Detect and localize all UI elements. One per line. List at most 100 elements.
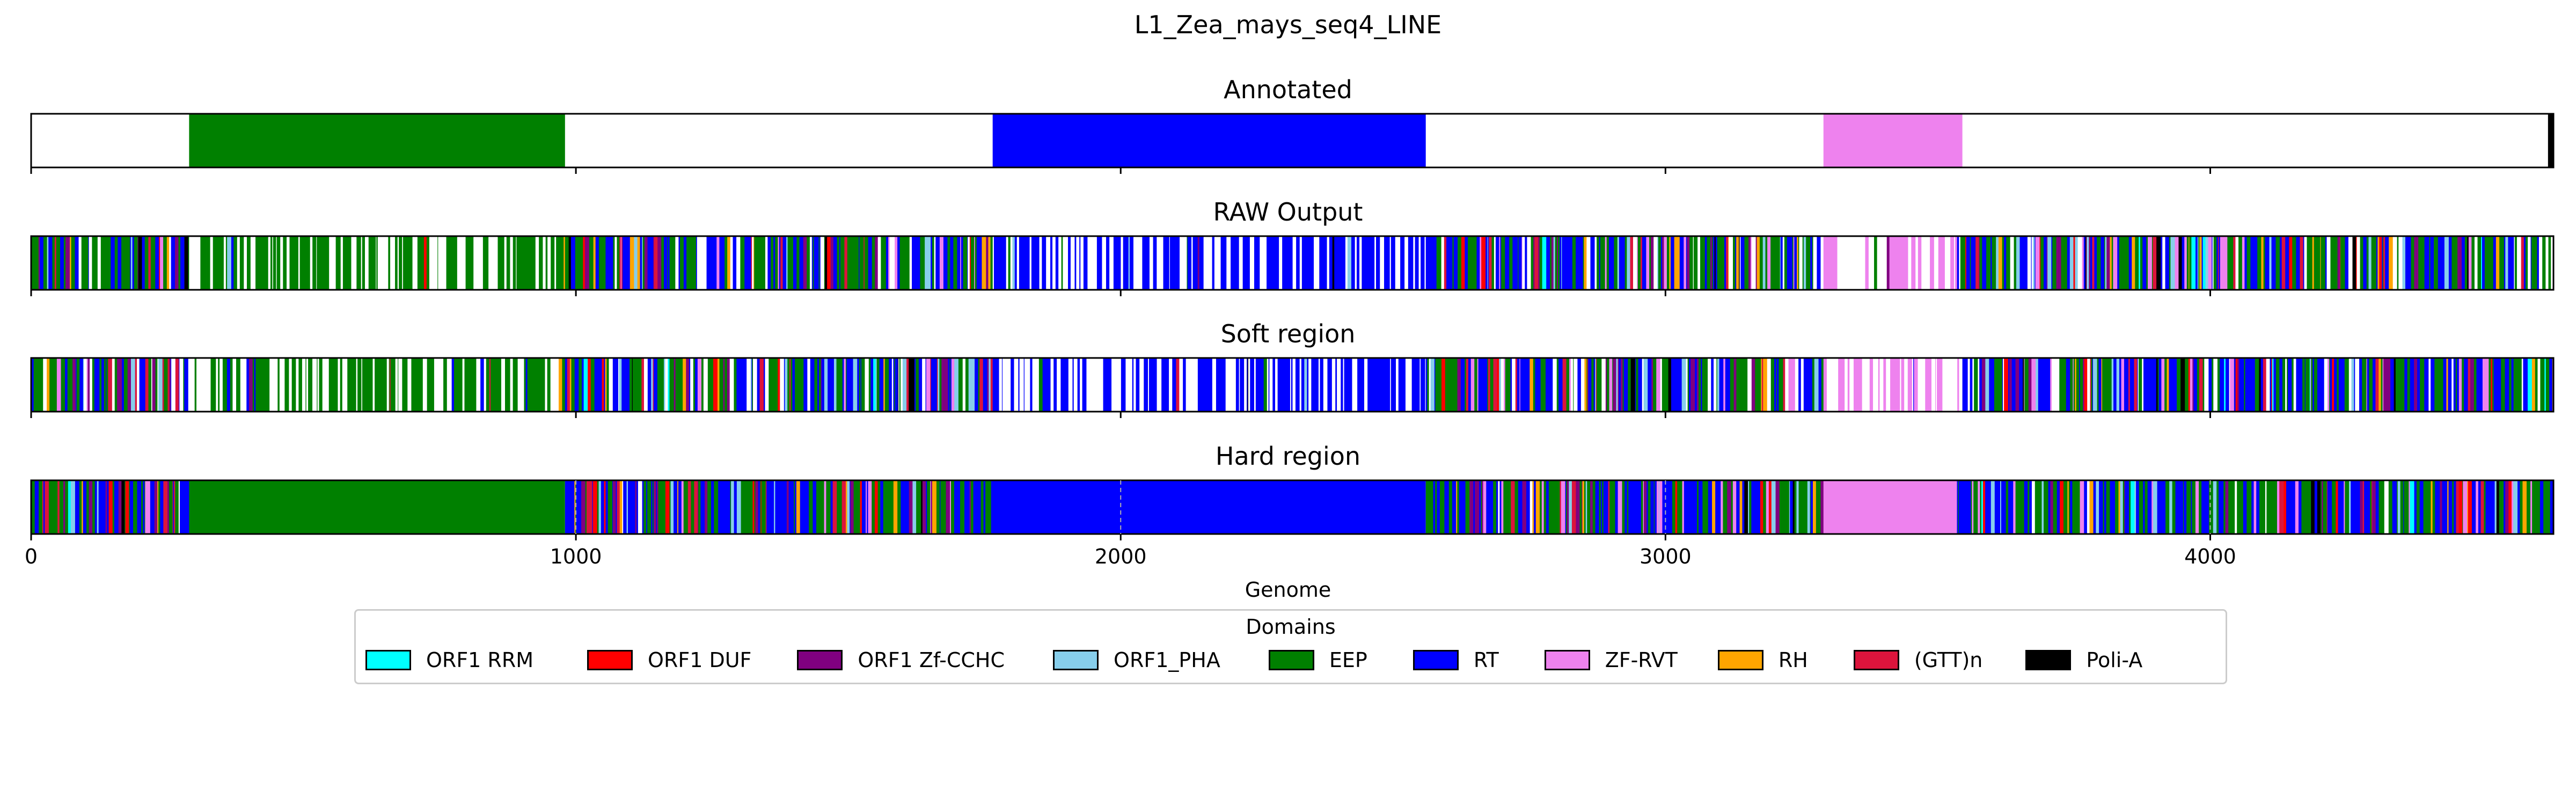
- prediction-bar: [92, 236, 94, 290]
- prediction-bar: [1886, 236, 1890, 290]
- prediction-bar: [1002, 358, 1006, 412]
- prediction-bar: [2075, 236, 2079, 290]
- prediction-bar: [794, 358, 797, 412]
- prediction-bar: [1889, 236, 1893, 290]
- prediction-bar: [1370, 236, 1374, 290]
- prediction-bar: [2057, 480, 2060, 534]
- prediction-bar: [895, 358, 897, 412]
- prediction-bar: [2016, 236, 2020, 290]
- prediction-bar: [943, 236, 948, 290]
- prediction-bar: [733, 236, 736, 290]
- prediction-bar: [2323, 236, 2326, 290]
- prediction-bar: [2082, 236, 2084, 290]
- prediction-bar: [494, 358, 497, 412]
- prediction-bar: [1586, 236, 1591, 290]
- prediction-bar: [215, 236, 217, 290]
- prediction-bar: [1830, 358, 1834, 412]
- prediction-bar: [1638, 480, 1642, 534]
- prediction-bar: [516, 236, 517, 290]
- prediction-bar: [171, 358, 176, 412]
- prediction-bar: [1717, 236, 1721, 290]
- prediction-bar: [206, 358, 210, 412]
- prediction-bar: [1689, 358, 1691, 412]
- prediction-bar: [1313, 358, 1316, 412]
- prediction-bar: [724, 358, 728, 412]
- prediction-bar: [1795, 358, 1799, 412]
- prediction-bar: [1121, 236, 1124, 290]
- prediction-bar: [2438, 236, 2442, 290]
- prediction-bar: [1439, 358, 1442, 412]
- prediction-bar: [1572, 236, 1576, 290]
- prediction-bar: [213, 236, 216, 290]
- prediction-bar: [651, 358, 653, 412]
- prediction-bar: [1687, 236, 1690, 290]
- prediction-bar: [1299, 358, 1302, 412]
- prediction-bar: [236, 358, 241, 412]
- prediction-bar: [2443, 358, 2447, 412]
- prediction-bar: [999, 236, 1002, 290]
- prediction-bar: [1582, 480, 1583, 534]
- legend-label: (GTT)n: [1914, 648, 1983, 672]
- prediction-bar: [1716, 480, 1719, 534]
- prediction-bar: [707, 358, 711, 412]
- prediction-bar: [1501, 480, 1504, 534]
- prediction-bar: [1989, 480, 1992, 534]
- prediction-bar: [1745, 236, 1748, 290]
- prediction-bar: [1096, 236, 1100, 290]
- prediction-bar: [1585, 480, 1587, 534]
- prediction-bar: [39, 480, 43, 534]
- prediction-bar: [2520, 480, 2523, 534]
- prediction-bar: [1191, 236, 1193, 290]
- prediction-bar: [1386, 236, 1391, 290]
- prediction-bar: [565, 358, 568, 412]
- prediction-bar: [2421, 358, 2425, 412]
- prediction-bar: [1063, 236, 1067, 290]
- prediction-bar: [1599, 480, 1601, 534]
- prediction-bar: [197, 358, 202, 412]
- prediction-bar: [2464, 236, 2468, 290]
- prediction-bar: [379, 358, 382, 412]
- prediction-bar: [801, 236, 804, 290]
- prediction-bar: [909, 236, 912, 290]
- prediction-bar: [993, 236, 997, 290]
- prediction-bar: [986, 358, 987, 412]
- prediction-bar: [1693, 236, 1698, 290]
- prediction-bar: [1680, 480, 1682, 534]
- prediction-bar: [155, 236, 157, 290]
- prediction-bar: [654, 480, 656, 534]
- prediction-bar: [2138, 358, 2139, 412]
- prediction-bar: [2409, 480, 2410, 534]
- prediction-bar: [2332, 358, 2334, 412]
- prediction-bar: [2134, 358, 2138, 412]
- prediction-bar: [1308, 358, 1312, 412]
- prediction-bar: [847, 236, 852, 290]
- prediction-bar: [2051, 236, 2053, 290]
- prediction-bar: [2368, 236, 2372, 290]
- prediction-bar: [417, 358, 420, 412]
- prediction-bar: [1810, 480, 1811, 534]
- prediction-bar: [1807, 480, 1811, 534]
- prediction-bar: [1774, 358, 1777, 412]
- prediction-bar: [1819, 480, 1821, 534]
- prediction-bar: [2090, 236, 2092, 290]
- prediction-bar: [813, 236, 814, 290]
- prediction-bar: [714, 480, 719, 534]
- prediction-bar: [2496, 480, 2500, 534]
- prediction-bar: [627, 236, 631, 290]
- prediction-bar: [547, 236, 551, 290]
- prediction-bar: [1810, 480, 1813, 534]
- prediction-bar: [567, 358, 570, 412]
- prediction-bar: [1962, 358, 1966, 412]
- prediction-bar: [1875, 358, 1879, 412]
- prediction-bar: [840, 358, 843, 412]
- prediction-bar: [2256, 480, 2260, 534]
- prediction-bar: [1242, 358, 1245, 412]
- prediction-bar: [2473, 358, 2477, 412]
- prediction-bar: [1801, 358, 1804, 412]
- prediction-bar: [375, 358, 378, 412]
- prediction-bar: [453, 236, 458, 290]
- prediction-bar: [891, 236, 895, 290]
- prediction-bar: [1437, 358, 1440, 412]
- prediction-bar: [1675, 358, 1679, 412]
- prediction-bar: [1292, 236, 1297, 290]
